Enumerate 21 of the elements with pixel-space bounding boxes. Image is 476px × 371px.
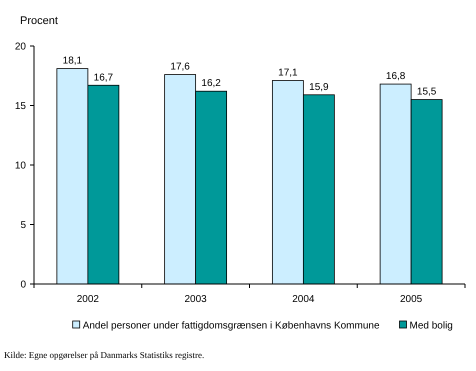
text: Kilde: Egne opgørelser på Danmarks Statistiks registre. [4,350,204,360]
legend-label: Andel personer under fattigdomsgrænsen i Københavns Kommune [82,320,380,332]
x-tick-label: 2005 [400,294,423,305]
data-label: 16,2 [201,78,222,90]
x-tick-label: 2003 [184,294,208,305]
y-tick-label: 20 [14,42,26,52]
legend-label: Med bolig [410,320,453,332]
data-label: 16,7 [94,72,114,84]
x-tick-label: 2002 [76,294,100,305]
y-tick-label: 5 [20,220,26,231]
x-tick-label: 2004 [292,294,315,305]
data-label: 18,1 [62,56,83,67]
data-label: 17,1 [278,68,298,79]
y-axis-title: Procent [20,15,58,27]
y-tick-label: 0 [20,280,26,290]
data-label: 17,6 [170,62,190,73]
data-label: 15,5 [416,86,437,98]
y-tick-label: 15 [14,101,26,112]
y-tick-label: 10 [14,160,26,172]
data-label: 15,9 [309,82,330,93]
data-label: 16,8 [386,71,406,82]
